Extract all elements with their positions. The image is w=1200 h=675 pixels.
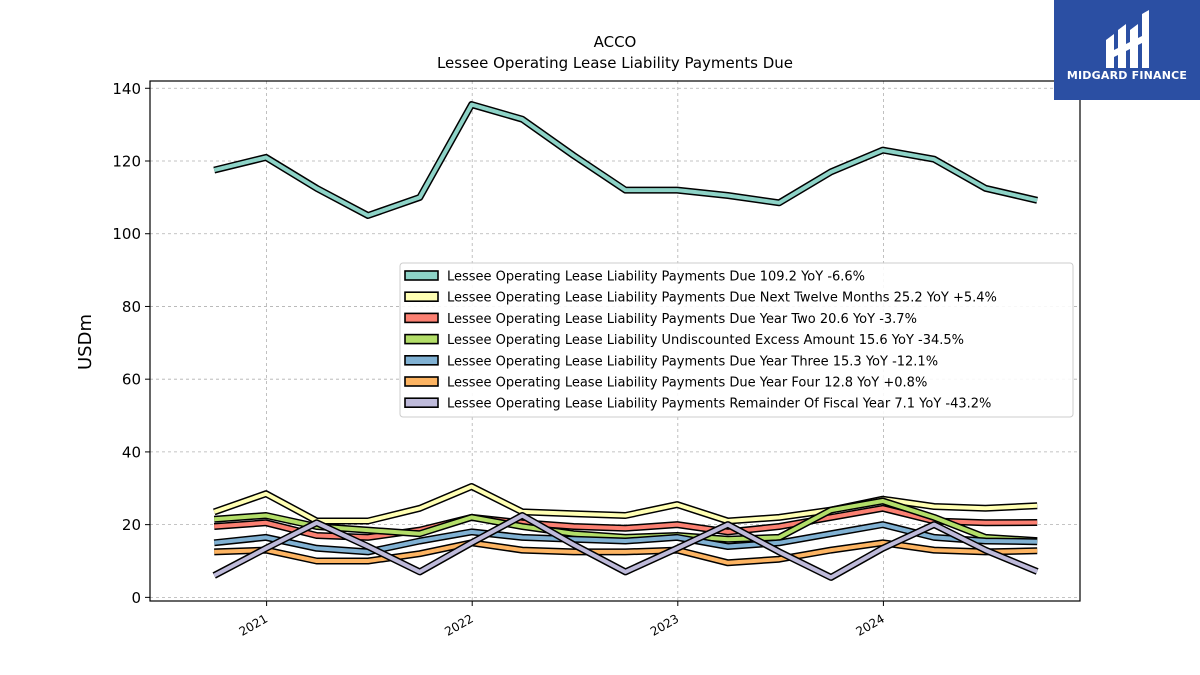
series-line — [213, 484, 1038, 523]
legend-swatch — [404, 333, 439, 345]
y-tick-label: 40 — [122, 443, 141, 461]
chart-subtitle: Lessee Operating Lease Liability Payment… — [437, 54, 793, 72]
y-tick-label: 100 — [112, 225, 141, 243]
legend-swatch — [404, 354, 439, 366]
y-tick-label: 80 — [122, 298, 141, 316]
legend-entry: Lessee Operating Lease Liability Payment… — [447, 291, 997, 306]
legend-entry: Lessee Operating Lease Liability Undisco… — [447, 333, 964, 348]
x-tick-label: 2021 — [237, 611, 270, 638]
midgard-logo-icon — [1106, 10, 1149, 68]
y-tick-label: 0 — [131, 589, 141, 607]
legend-swatch — [404, 376, 439, 387]
series-line — [213, 522, 1038, 554]
series-line — [213, 102, 1038, 218]
legend: Lessee Operating Lease Liability Payment… — [399, 262, 1074, 418]
chart-title: ACCO — [594, 33, 637, 51]
legend-entry: Lessee Operating Lease Liability Payment… — [447, 354, 938, 369]
legend-entry: Lessee Operating Lease Liability Payment… — [447, 376, 927, 391]
y-axis-label: USDm — [75, 314, 96, 370]
series-line — [213, 513, 1038, 580]
y-tick-label: 120 — [112, 153, 141, 171]
y-tick-label: 140 — [112, 80, 141, 98]
series-lines — [212, 101, 1039, 581]
legend-swatch — [404, 291, 439, 303]
legend-swatch — [404, 397, 439, 409]
legend-swatch — [404, 270, 439, 281]
x-tick-label: 2024 — [853, 611, 886, 638]
legend-box — [399, 262, 1074, 418]
midgard-finance-logo: MIDGARD FINANCE — [1054, 0, 1200, 100]
series-line — [214, 540, 1038, 565]
series-line — [214, 499, 1038, 543]
legend-entry: Lessee Operating Lease Liability Payment… — [447, 397, 991, 412]
y-tick-label: 60 — [122, 371, 141, 389]
y-tick-label: 20 — [122, 516, 141, 534]
x-axis-ticks: 2021 2022 2023 2024 — [237, 601, 887, 639]
legend-entry: Lessee Operating Lease Liability Payment… — [447, 270, 865, 285]
legend-entry: Lessee Operating Lease Liability Payment… — [447, 312, 917, 327]
legend-swatch — [404, 312, 439, 324]
x-tick-label: 2023 — [648, 611, 681, 638]
y-axis-ticks: 0 20 40 60 80 100 120 140 — [112, 80, 150, 607]
logo-text: MIDGARD FINANCE — [1066, 69, 1188, 82]
plot-frame — [149, 80, 1081, 602]
x-tick-label: 2022 — [442, 611, 475, 638]
